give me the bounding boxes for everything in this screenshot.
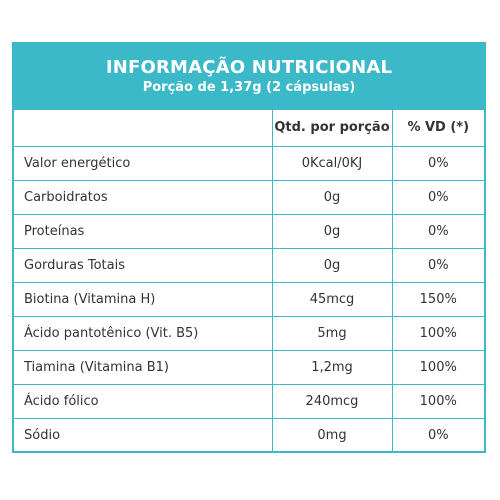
nutrient-name: Valor energético — [14, 145, 273, 181]
table-row: Ácido fólico 240mcg 100% — [14, 383, 484, 419]
nutrient-amount: 0g — [271, 247, 393, 283]
table-row: Proteínas 0g 0% — [14, 213, 484, 249]
table-row: Ácido pantotênico (Vit. B5) 5mg 100% — [14, 315, 484, 351]
nutrient-amount: 0g — [271, 213, 393, 249]
nutrient-dv: 100% — [391, 383, 484, 419]
column-header-dv: % VD (*) — [391, 110, 484, 147]
nutrient-table: Qtd. por porção % VD (*) Valor energétic… — [14, 110, 484, 452]
nutrient-dv: 0% — [391, 213, 484, 249]
nutrient-name: Biotina (Vitamina H) — [14, 281, 273, 317]
nutrient-dv: 0% — [391, 145, 484, 181]
table-row: Tiamina (Vitamina B1) 1,2mg 100% — [14, 349, 484, 385]
nutrient-name: Carboidratos — [14, 179, 273, 215]
nutrient-amount: 5mg — [271, 315, 393, 351]
nutrient-amount: 1,2mg — [271, 349, 393, 385]
nutrient-name: Gorduras Totais — [14, 247, 273, 283]
table-row: Gorduras Totais 0g 0% — [14, 247, 484, 283]
nutrient-dv: 0% — [391, 179, 484, 215]
nutrient-name: Ácido pantotênico (Vit. B5) — [14, 315, 273, 351]
nutrient-dv: 150% — [391, 281, 484, 317]
nutrient-name: Ácido fólico — [14, 383, 273, 419]
nutrition-title: INFORMAÇÃO NUTRICIONAL — [105, 57, 393, 78]
table-row: Biotina (Vitamina H) 45mcg 150% — [14, 281, 484, 317]
nutrition-facts-table: INFORMAÇÃO NUTRICIONAL Porção de 1,37g (… — [12, 42, 486, 453]
column-header-nutrient — [14, 110, 273, 147]
table-row: Valor energético 0Kcal/0KJ 0% — [14, 145, 484, 181]
nutrient-dv: 0% — [391, 247, 484, 283]
nutrient-dv: 0% — [391, 417, 484, 452]
nutrient-amount: 0mg — [271, 417, 393, 452]
nutrient-amount: 240mcg — [271, 383, 393, 419]
nutrient-name: Proteínas — [14, 213, 273, 249]
nutrient-amount: 0Kcal/0KJ — [271, 145, 393, 181]
table-row: Sódio 0mg 0% — [14, 417, 484, 452]
nutrient-amount: 0g — [271, 179, 393, 215]
nutrient-dv: 100% — [391, 315, 484, 351]
nutrient-name: Tiamina (Vitamina B1) — [14, 349, 273, 385]
table-row: Carboidratos 0g 0% — [14, 179, 484, 215]
nutrient-dv: 100% — [391, 349, 484, 385]
nutrient-name: Sódio — [14, 417, 273, 452]
column-header-row: Qtd. por porção % VD (*) — [14, 110, 484, 147]
column-header-amount: Qtd. por porção — [271, 110, 393, 147]
nutrition-header: INFORMAÇÃO NUTRICIONAL Porção de 1,37g (… — [14, 44, 484, 110]
serving-size: Porção de 1,37g (2 cápsulas) — [142, 80, 356, 95]
nutrient-amount: 45mcg — [271, 281, 393, 317]
